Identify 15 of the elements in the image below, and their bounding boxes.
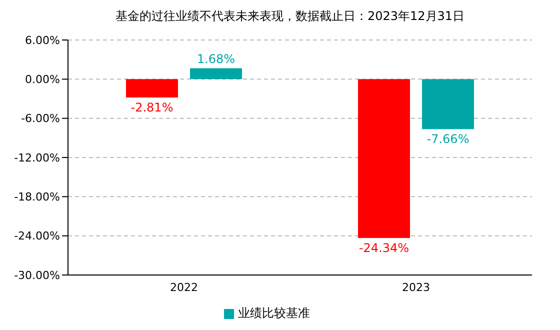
y-tick-label: -24.00% bbox=[14, 230, 60, 243]
data-label: -2.81% bbox=[130, 100, 174, 115]
y-tick-label: -12.00% bbox=[14, 151, 60, 164]
data-label: 1.68% bbox=[196, 52, 236, 66]
y-tick-label: 0.00% bbox=[25, 73, 60, 86]
y-tick-label: -6.00% bbox=[21, 112, 60, 126]
data-label: -7.66% bbox=[426, 132, 470, 146]
legend-label: 业绩比较基准 bbox=[238, 306, 310, 320]
data-label: -24.34% bbox=[358, 241, 410, 256]
x-tick-label: 2023 bbox=[402, 280, 430, 294]
y-tick-label: -18.00% bbox=[14, 190, 60, 204]
chart-title: 基金的过往业绩不代表未来表现，数据截止日：2023年12月31日 bbox=[114, 8, 466, 25]
y-tick-label: 6.00% bbox=[25, 34, 60, 47]
x-tick-label: 2022 bbox=[170, 280, 198, 294]
y-tick-label: -30.00% bbox=[14, 268, 60, 282]
